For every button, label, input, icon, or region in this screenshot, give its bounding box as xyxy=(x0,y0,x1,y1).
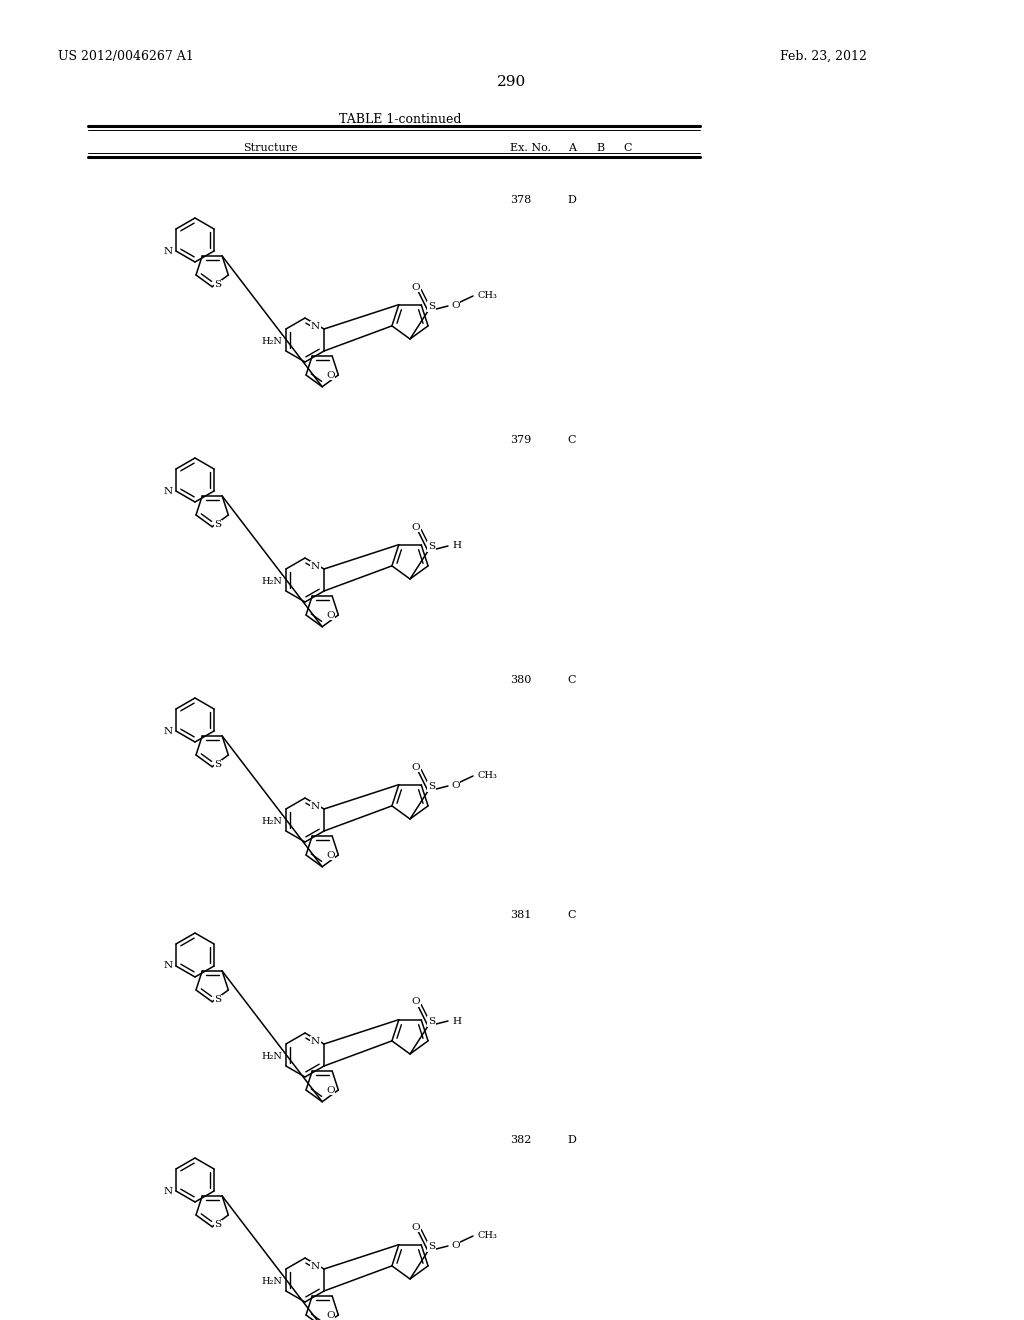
Text: 380: 380 xyxy=(510,675,531,685)
Text: H₂N: H₂N xyxy=(261,1276,282,1286)
Text: S: S xyxy=(428,1242,435,1251)
Text: N: N xyxy=(164,961,172,970)
Text: H₂N: H₂N xyxy=(261,577,282,586)
Text: O: O xyxy=(326,611,335,619)
Text: O: O xyxy=(412,523,420,532)
Text: Structure: Structure xyxy=(243,143,297,153)
Text: S: S xyxy=(215,520,222,529)
Text: 379: 379 xyxy=(510,436,531,445)
Text: O: O xyxy=(451,1016,460,1026)
Text: O: O xyxy=(451,301,460,310)
Text: CH₃: CH₃ xyxy=(477,1232,497,1241)
Text: 290: 290 xyxy=(498,75,526,88)
Text: N: N xyxy=(311,562,321,572)
Text: A: A xyxy=(568,143,575,153)
Text: N: N xyxy=(164,247,172,256)
Text: H₂N: H₂N xyxy=(261,817,282,826)
Text: US 2012/0046267 A1: US 2012/0046267 A1 xyxy=(58,50,194,63)
Text: H: H xyxy=(452,1016,461,1026)
Text: S: S xyxy=(215,995,222,1005)
Text: 381: 381 xyxy=(510,909,531,920)
Text: N: N xyxy=(311,1038,321,1045)
Text: S: S xyxy=(428,543,435,552)
Text: 378: 378 xyxy=(510,195,531,205)
Text: D: D xyxy=(567,195,577,205)
Text: S: S xyxy=(428,783,435,791)
Text: H₂N: H₂N xyxy=(261,1052,282,1061)
Text: D: D xyxy=(567,1135,577,1144)
Text: S: S xyxy=(215,280,222,289)
Text: Feb. 23, 2012: Feb. 23, 2012 xyxy=(780,50,867,63)
Text: O: O xyxy=(451,1242,460,1250)
Text: O: O xyxy=(326,850,335,859)
Text: O: O xyxy=(326,1311,335,1320)
Text: S: S xyxy=(215,1220,222,1229)
Text: N: N xyxy=(311,1262,321,1271)
Text: C: C xyxy=(567,909,577,920)
Text: O: O xyxy=(326,1085,335,1094)
Text: S: S xyxy=(428,1018,435,1026)
Text: C: C xyxy=(567,436,577,445)
Text: O: O xyxy=(451,541,460,550)
Text: CH₃: CH₃ xyxy=(477,771,497,780)
Text: O: O xyxy=(451,781,460,791)
Text: B: B xyxy=(596,143,604,153)
Text: O: O xyxy=(412,282,420,292)
Text: N: N xyxy=(164,487,172,495)
Text: O: O xyxy=(412,1222,420,1232)
Text: 382: 382 xyxy=(510,1135,531,1144)
Text: N: N xyxy=(164,726,172,735)
Text: CH₃: CH₃ xyxy=(477,292,497,301)
Text: C: C xyxy=(624,143,632,153)
Text: TABLE 1-continued: TABLE 1-continued xyxy=(339,114,461,125)
Text: N: N xyxy=(164,1187,172,1196)
Text: O: O xyxy=(412,763,420,771)
Text: H₂N: H₂N xyxy=(261,337,282,346)
Text: S: S xyxy=(215,760,222,770)
Text: O: O xyxy=(412,998,420,1006)
Text: N: N xyxy=(311,803,321,810)
Text: H: H xyxy=(452,541,461,550)
Text: N: N xyxy=(311,322,321,331)
Text: S: S xyxy=(428,302,435,312)
Text: C: C xyxy=(567,675,577,685)
Text: O: O xyxy=(326,371,335,380)
Text: Ex. No.: Ex. No. xyxy=(510,143,551,153)
